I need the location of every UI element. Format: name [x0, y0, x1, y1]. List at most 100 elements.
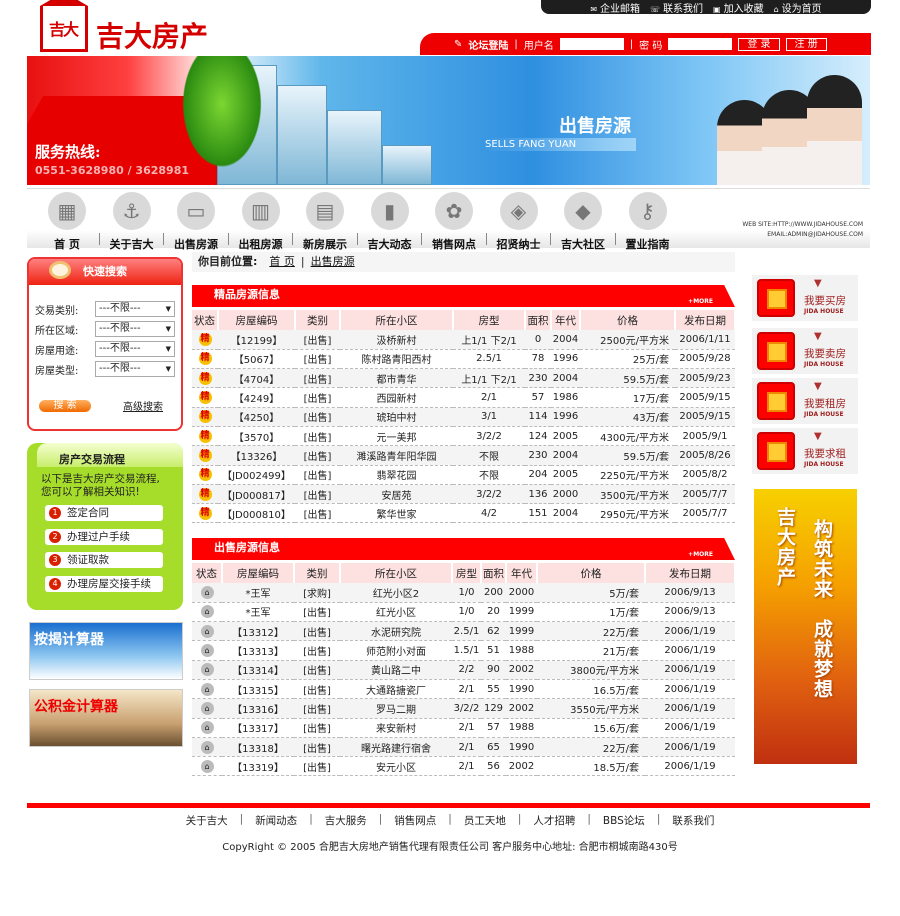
featured-more-link[interactable]: +MORE	[688, 298, 713, 305]
table-row[interactable]: 精【3570】 [出售] 元一美邦 3/2/2 124 2005 4300元/平方米 2005…	[192, 426, 735, 447]
flow-step-1[interactable]: 1 签定合同	[45, 505, 163, 521]
community-cell[interactable]: 陈村路青阳西村	[340, 349, 453, 370]
community-cell[interactable]: 安元小区	[340, 756, 452, 777]
search-field-select[interactable]: ---不限---	[95, 361, 175, 377]
top-link-1[interactable]: ☏ 联系我们	[650, 0, 703, 15]
search-button[interactable]: 搜 索	[39, 400, 91, 412]
nav-item-6[interactable]: ✿ 销售网点	[422, 189, 486, 252]
column-header[interactable]: 面积	[481, 563, 507, 583]
table-row[interactable]: ⌂ *王军 [求购] 红光小区2 1/0 200 2000 5万/套 2006/9/13	[192, 583, 735, 603]
table-row[interactable]: ⌂ 【13317】 [出售] 来安新村 2/1 57 1988 15.6万/套 2006/1/1…	[192, 718, 735, 738]
nav-item-3[interactable]: ▥ 出租房源	[229, 189, 293, 252]
login-button[interactable]: 登 录	[738, 37, 780, 51]
table-row[interactable]: 精【JD000817】 [出售] 安居苑 3/2/2 136 2000 3500元/平方米 2…	[192, 484, 735, 505]
mortgage-calculator-banner[interactable]: 按揭计算器	[29, 622, 183, 680]
footer-link[interactable]: BBS论坛	[602, 815, 645, 827]
promo-banner[interactable]: 吉大房产 构筑未来 成就梦想	[754, 489, 857, 764]
nav-item-0[interactable]: ▦ 首 页	[35, 189, 99, 252]
table-row[interactable]: ⌂ 【13316】 [出售] 罗马二期 3/2/2 129 2002 3550元/平方米 200…	[192, 698, 735, 719]
flow-step-3[interactable]: 3 领证取款	[45, 552, 163, 568]
table-row[interactable]: ⌂ 【13314】 [出售] 黄山路二中 2/2 90 2002 3800元/平方米 2006/…	[192, 660, 735, 680]
provident-fund-calculator-banner[interactable]: 公积金计算器	[29, 689, 183, 747]
column-header[interactable]: 年代	[551, 310, 581, 330]
table-row[interactable]: ⌂ 【13319】 [出售] 安元小区 2/1 56 2002 18.5万/套 2006/1/1…	[192, 756, 735, 777]
column-header[interactable]: 房型	[453, 310, 526, 330]
community-cell[interactable]: 元一美邦	[340, 426, 453, 447]
community-cell[interactable]: 汲桥新村	[340, 330, 453, 350]
table-row[interactable]: 精【13326】 [出售] 濉溪路青年阳华园 不限 230 2004 59.5万/套 2005…	[192, 445, 735, 466]
top-link-2[interactable]: ▣ 加入收藏	[713, 0, 764, 15]
community-cell[interactable]: 曙光路建行宿舍	[340, 737, 452, 758]
column-header[interactable]: 类别	[294, 563, 341, 583]
community-cell[interactable]: 都市青华	[340, 368, 453, 389]
right-button-1[interactable]: ▼ 我要卖房 JIDA HOUSE	[752, 328, 858, 374]
advanced-search-link[interactable]: 高级搜索	[123, 402, 163, 413]
table-row[interactable]: 精【4250】 [出售] 琥珀中村 3/1 114 1996 43万/套 2005/9/15	[192, 407, 735, 427]
table-row[interactable]: ⌂ 【13312】 [出售] 水泥研究院 2.5/1 62 1999 22万/套 2006/1/…	[192, 621, 735, 642]
column-header[interactable]: 年代	[506, 563, 538, 583]
table-row[interactable]: ⌂ *王军 [出售] 红光小区 1/0 20 1999 1万/套 2006/9/13	[192, 602, 735, 623]
table-row[interactable]: ⌂ 【13318】 [出售] 曙光路建行宿舍 2/1 65 1990 22万/套 2006/1/…	[192, 737, 735, 758]
column-header[interactable]: 所在小区	[340, 310, 454, 330]
flow-step-4[interactable]: 4 办理房屋交接手续	[45, 575, 163, 592]
top-link-0[interactable]: ✉ 企业邮箱	[590, 0, 640, 15]
community-cell[interactable]: 琥珀中村	[340, 407, 453, 427]
footer-link[interactable]: 吉大服务	[324, 815, 367, 827]
column-header[interactable]: 状态	[192, 563, 223, 583]
table-row[interactable]: 精【4249】 [出售] 西园新村 2/1 57 1986 17万/套 2005/9/15	[192, 387, 735, 408]
right-button-2[interactable]: ▼ 我要租房 JIDA HOUSE	[752, 378, 858, 424]
footer-link[interactable]: 人才招聘	[533, 815, 576, 827]
footer-link[interactable]: 员工天地	[463, 815, 506, 827]
column-header[interactable]: 价格	[537, 563, 646, 583]
username-input[interactable]	[559, 38, 624, 50]
table-row[interactable]: ⌂ 【13315】 [出售] 大通路搪瓷厂 2/1 55 1990 16.5万/套 2006/1…	[192, 679, 735, 700]
nav-item-8[interactable]: ◆ 吉大社区	[551, 189, 615, 252]
column-header[interactable]: 发布日期	[675, 310, 736, 330]
search-field-select[interactable]: ---不限---	[95, 321, 175, 337]
breadcrumb-current[interactable]: 出售房源	[310, 255, 355, 268]
community-cell[interactable]: 安居苑	[340, 484, 453, 505]
table-row[interactable]: 精【JD002499】 [出售] 翡翠花园 不限 204 2005 2250元/平方米 200…	[192, 465, 735, 485]
column-header[interactable]: 所在小区	[340, 563, 453, 583]
community-cell[interactable]: 翡翠花园	[340, 465, 453, 485]
community-cell[interactable]: 来安新村	[340, 718, 452, 738]
column-header[interactable]: 房型	[452, 563, 482, 583]
nav-item-4[interactable]: ▤ 新房展示	[293, 189, 357, 252]
community-cell[interactable]: 大通路搪瓷厂	[340, 679, 452, 700]
table-row[interactable]: 精【4704】 [出售] 都市青华 上1/1 下2/1 230 2004 59.5万/套 20…	[192, 368, 735, 389]
top-link-3[interactable]: ⌂ 设为首页	[774, 0, 822, 15]
password-input[interactable]	[668, 38, 733, 50]
community-cell[interactable]: 西园新村	[340, 387, 453, 408]
search-field-select[interactable]: ---不限---	[95, 301, 175, 317]
table-row[interactable]: 精【JD000810】 [出售] 繁华世家 4/2 151 2004 2950元/平方米 20…	[192, 503, 735, 524]
column-header[interactable]: 价格	[580, 310, 676, 330]
community-cell[interactable]: 罗马二期	[340, 698, 452, 719]
footer-link[interactable]: 关于吉大	[185, 815, 228, 827]
footer-link[interactable]: 新闻动态	[255, 815, 298, 827]
column-header[interactable]: 房屋编码	[218, 310, 296, 330]
community-cell[interactable]: 濉溪路青年阳华园	[340, 445, 453, 466]
community-cell[interactable]: 红光小区	[340, 602, 452, 623]
footer-link[interactable]: 联系我们	[672, 815, 715, 827]
community-cell[interactable]: 师范附小对面	[340, 640, 452, 661]
footer-link[interactable]: 销售网点	[394, 815, 437, 827]
nav-item-5[interactable]: ▮ 吉大动态	[358, 189, 422, 252]
sale-more-link[interactable]: +MORE	[688, 551, 713, 558]
flow-step-2[interactable]: 2 办理过户手续	[45, 528, 163, 545]
search-field-select[interactable]: ---不限---	[95, 341, 175, 357]
nav-item-9[interactable]: ⚷ 置业指南	[616, 189, 680, 252]
breadcrumb-home[interactable]: 首 页	[269, 255, 295, 268]
column-header[interactable]: 状态	[192, 310, 219, 330]
column-header[interactable]: 类别	[295, 310, 341, 330]
logo[interactable]: 吉大 吉大房产	[40, 0, 208, 55]
community-cell[interactable]: 黄山路二中	[340, 660, 452, 680]
community-cell[interactable]: 水泥研究院	[340, 621, 452, 642]
column-header[interactable]: 发布日期	[645, 563, 736, 583]
nav-item-1[interactable]: ⚓ 关于吉大	[100, 189, 164, 252]
table-row[interactable]: 精【12199】 [出售] 汲桥新村 上1/1 下2/1 0 2004 2500元/平方米 2…	[192, 330, 735, 350]
column-header[interactable]: 房屋编码	[222, 563, 295, 583]
register-button[interactable]: 注 册	[785, 37, 827, 51]
table-row[interactable]: ⌂ 【13313】 [出售] 师范附小对面 1.5/1 51 1988 21万/套 2006/1…	[192, 640, 735, 661]
right-button-3[interactable]: ▼ 我要求租 JIDA HOUSE	[752, 428, 858, 474]
nav-item-7[interactable]: ◈ 招贤纳士	[487, 189, 551, 252]
